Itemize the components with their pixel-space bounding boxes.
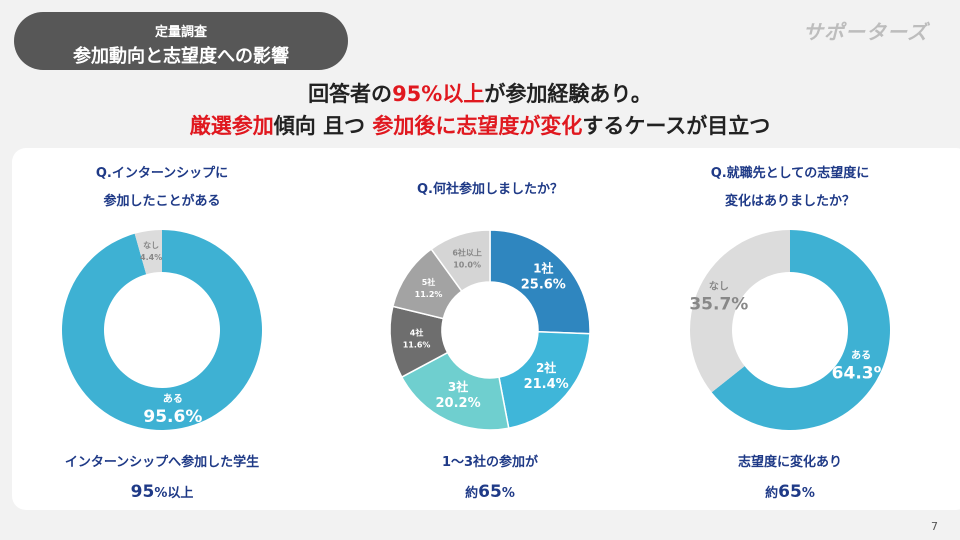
chart-question-line: 参加したことがある [103, 194, 221, 209]
donut-slice [430, 229, 491, 293]
chart-footer: 志望度に変化あり [737, 455, 842, 470]
headline-line-2: 厳選参加傾向 且つ 参加後に志望度が変化するケースが目立つ [0, 110, 960, 140]
section-badge: 定量調査 参加動向と志望度への影響 [14, 12, 348, 70]
footer-figure-part: 約 [765, 486, 779, 501]
donut-slice [134, 230, 162, 275]
donut-slice [690, 230, 790, 393]
slice-label: ある [851, 348, 871, 361]
donut-chart: ある 64.3% なし 35.7% [689, 230, 891, 430]
slice-label: なし [143, 241, 159, 250]
donut-chart: ある 95.6% なし 4.4% [61, 230, 262, 430]
donut-slice [498, 331, 591, 430]
donut-slice [489, 229, 591, 335]
chart-column-companies: Q.何社参加しましたか？ 1社 25.6% 2社 21.4% 3社 20.2% 4社 11.6%… [340, 148, 640, 510]
chart-footer-figure: 約65% [340, 482, 640, 502]
footer-figure-part: 65 [478, 482, 502, 502]
chart-question: Q.インターンシップに 参加したことがある [12, 160, 312, 216]
headline-segment: 傾向 且つ [273, 114, 373, 138]
slice-value: 25.6% [521, 278, 566, 293]
chart-question-line: Q.就職先としての志望度に [710, 166, 870, 181]
footer-figure-part: % [801, 486, 815, 501]
slice-value: 4.4% [140, 253, 162, 262]
slice-value: 95.6% [143, 407, 202, 427]
footer-figure-part: % [501, 486, 515, 501]
slice-value: 35.7% [689, 295, 748, 315]
headline-segment: 参加後に志望度が変化 [372, 114, 583, 138]
slice-value: 10.0% [453, 261, 481, 270]
chart-column-preference: Q.就職先としての志望度に 変化はありましたか？ ある 64.3% なし 35.7% 志望度… [640, 148, 940, 510]
slice-label: 2社 [536, 360, 556, 375]
chart-question-line: 変化はありましたか？ [724, 194, 855, 209]
badge-title: 参加動向と志望度への影響 [73, 46, 289, 67]
slice-label: なし [709, 281, 729, 293]
chart-footer: 1〜3社の参加が [441, 455, 539, 470]
slice-value: 21.4% [524, 377, 569, 392]
slice-value: 11.6% [403, 340, 431, 349]
chart-question-line: Q.何社参加しましたか？ [417, 182, 563, 197]
slice-label: 3社 [448, 379, 468, 394]
slice-label: 5社 [422, 277, 436, 287]
slice-label: 4社 [410, 327, 424, 337]
headline-segment: 回答者の [308, 82, 393, 106]
donut-slice [711, 230, 890, 430]
footer-figure-part: 95 [130, 482, 155, 502]
donut-slice [400, 351, 510, 431]
headline-segment: するケースが目立つ [582, 114, 771, 138]
chart-question: Q.就職先としての志望度に 変化はありましたか？ [640, 160, 940, 216]
chart-footer: インターンシップへ参加した学生 [64, 455, 260, 470]
page-number: 7 [931, 520, 938, 533]
badge-subtitle: 定量調査 [154, 25, 207, 40]
slice-label: 6社以上 [452, 248, 482, 258]
donut-chart: 1社 25.6% 2社 21.4% 3社 20.2% 4社 11.6% 5社 11.2% 6社以上 1… [389, 229, 591, 431]
donut-slice [61, 230, 262, 430]
slice-value: 11.2% [415, 290, 443, 299]
headline-line-1: 回答者の95%以上が参加経験あり。 [0, 78, 960, 108]
slice-value: 20.2% [436, 396, 481, 411]
brand-logo: サポーターズ [803, 20, 928, 44]
headline-segment: 95%以上 [392, 82, 485, 106]
footer-figure-part: %以上 [154, 486, 194, 501]
footer-figure-part: 約 [465, 486, 479, 501]
footer-figure-part: 65 [778, 482, 802, 502]
headline-segment: 厳選参加 [189, 114, 274, 138]
chart-question: Q.何社参加しましたか？ [340, 176, 640, 204]
slice-label: 1社 [533, 261, 553, 276]
slice-value: 64.3% [832, 363, 891, 383]
charts-panel: Q.インターンシップに 参加したことがあるある 95.6% なし 4.4% インターンシッ… [12, 148, 960, 510]
chart-footer-figure: 約65% [640, 482, 940, 502]
chart-column-internship: Q.インターンシップに 参加したことがあるある 95.6% なし 4.4% インターンシッ… [12, 148, 312, 510]
chart-question-line: Q.インターンシップに [95, 166, 229, 181]
headline-segment: が参加経験あり。 [484, 82, 652, 106]
slice-label: ある [163, 392, 183, 405]
chart-footer-figure: 95%以上 [12, 482, 312, 502]
